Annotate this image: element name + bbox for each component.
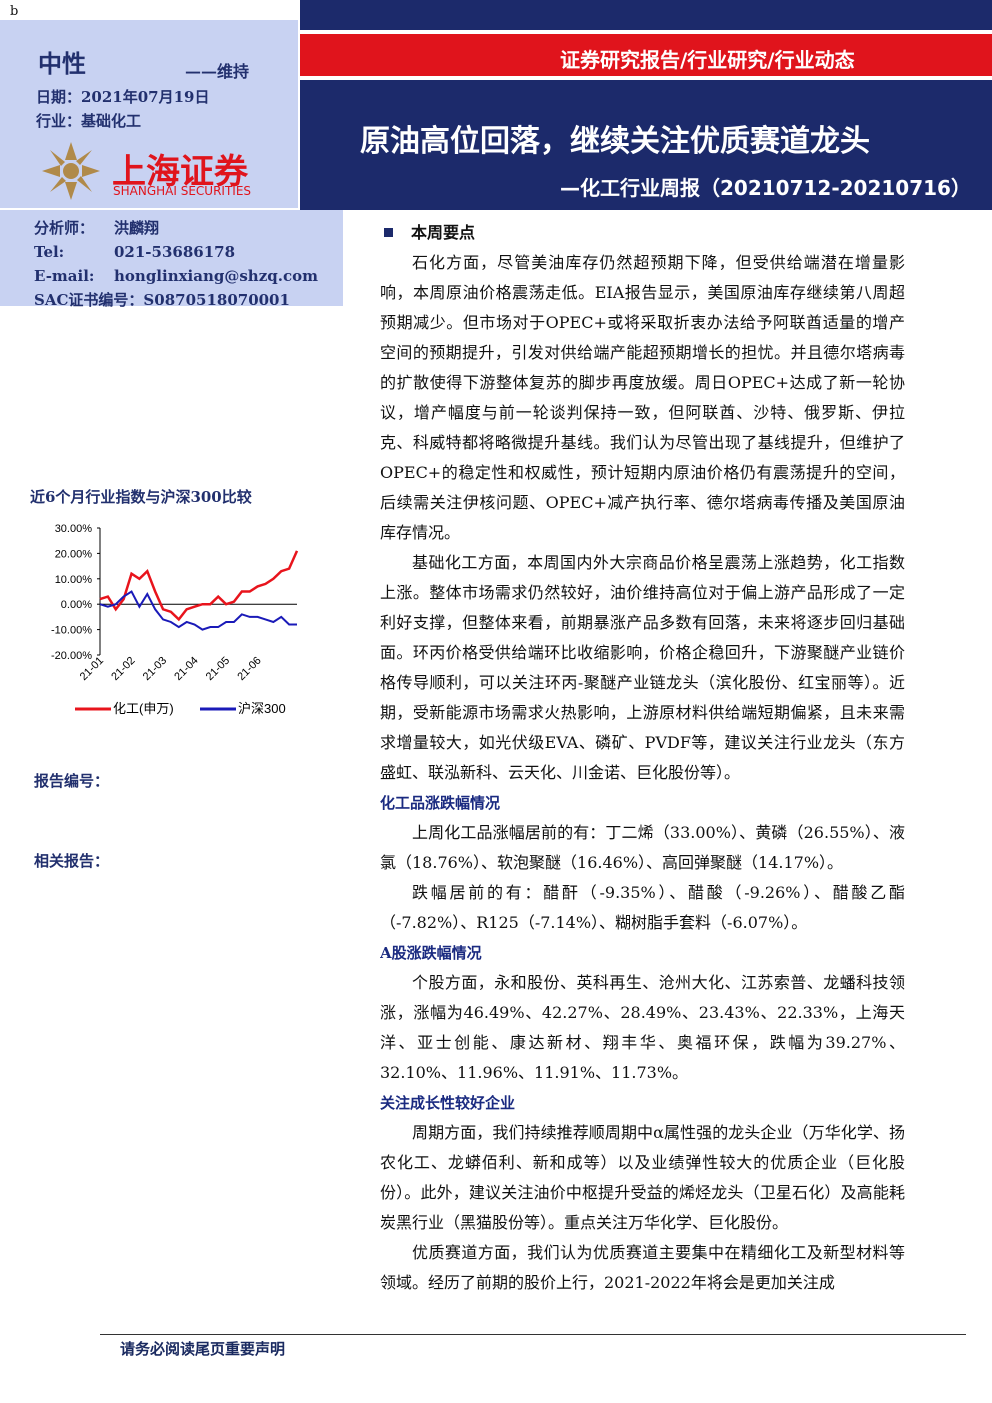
section-heading: 本周要点 [380,218,905,248]
x-tick-label: 21-05 [204,655,232,683]
sidebar-panel [0,20,298,208]
header-band [300,0,992,30]
analyst-label: E-mail: [34,267,95,285]
corner-mark: b [10,4,19,19]
analyst-value: S0870518070001 [143,291,290,309]
y-tick-label: -10.00% [51,625,92,637]
analyst-value: honglinxiang@shzq.com [114,267,318,285]
logo-cn: 上海证券 [112,152,248,192]
chart-title: 近6个月行业指数与沪深300比较 [30,488,252,506]
analyst-label: 分析师： [34,219,95,237]
logo-icon [42,142,100,200]
legend-label: 沪深300 [238,701,286,716]
rating-change: ——维持 [185,62,250,81]
analyst-row: E-mail: honglinxiang@shzq.com [34,264,318,288]
analyst-value: 021-53686178 [114,243,236,261]
paragraph: 石化方面，尽管美油库存仍然超预期下降，但受供给端潜在增量影响，本周原油价格震荡走… [380,253,905,542]
analyst-label: Tel: [34,243,65,261]
paragraph: 上周化工品涨幅居前的有：丁二烯（33.00%）、黄磷（26.55%）、液氯（18… [380,823,905,872]
paragraph: 基础化工方面，本周国内外大宗商品价格呈震荡上涨趋势，化工指数上涨。整体市场需求仍… [380,553,905,782]
x-tick-label: 21-02 [109,655,137,683]
report-subtitle: —化工行业周报（20210712-20210716） [560,176,971,200]
paragraph: 个股方面，永和股份、英科再生、沧州大化、江苏索普、龙蟠科技领涨，涨幅为46.49… [380,973,905,1082]
related-reports: 相关报告： [34,852,110,870]
analyst-info: 分析师： 洪麟翔 Tel: 021-53686178 E-mail: honglinxia… [34,216,318,312]
paragraph: 跌幅居前的有：醋酐（-9.35%）、醋酸（-9.26%）、醋酸乙酯（-7.82%… [380,883,905,932]
y-tick-label: -20.00% [51,650,92,662]
y-tick-label: 20.00% [55,548,93,560]
analyst-row: Tel: 021-53686178 [34,240,318,264]
date: 日期：2021年07月19日 [36,88,210,106]
chart: -20.00% -10.00% 0.00% 10.00% 20.00% 30.00% 21-… [51,523,299,716]
y-tick-label: 10.00% [55,574,93,586]
paragraph: 优质赛道方面，我们认为优质赛道主要集中在精细化工及新型材料等领域。经历了前期的股… [380,1243,905,1292]
report-title: 原油高位回落，继续关注优质赛道龙头 [360,124,870,159]
report-no: 报告编号： [34,772,110,790]
y-tick-label: 0.00% [61,599,92,611]
x-tick-label: 21-04 [172,655,200,683]
subheading: A股涨跌幅情况 [380,944,482,962]
subheading: 化工品涨跌幅情况 [380,794,501,812]
logo-en: SHANGHAI SECURITIES [113,184,252,198]
report-type: 证券研究报告/行业研究/行业动态 [560,48,855,72]
analyst-row: SAC证书编号：S0870518070001 [34,288,318,312]
series-line [99,590,297,631]
legend-label: 化工(申万) [113,701,174,716]
analyst-label: SAC证书编号： [34,291,144,309]
footer: 请务必阅读尾页重要声明 [120,1340,286,1358]
footer-rule [100,1334,966,1335]
analyst-row: 分析师： 洪麟翔 [34,216,318,240]
analyst-value: 洪麟翔 [114,219,160,237]
y-tick-label: 30.00% [55,523,93,535]
rating: 中性 [38,49,86,78]
analyst-panel [0,210,343,306]
series-line [99,550,299,622]
x-tick-label: 21-03 [141,655,169,683]
industry: 行业：基础化工 [36,112,142,130]
heading-text: 本周要点 [411,223,476,242]
subheading: 关注成长性较好企业 [380,1094,516,1112]
paragraph: 周期方面，我们持续推荐顺周期中α属性强的龙头企业（万华化学、扬农化工、龙蟒佰利、… [380,1123,905,1232]
header-red-band [300,34,992,76]
header-title-band [300,80,992,210]
x-tick-label: 21-06 [235,655,263,683]
body: 本周要点 石化方面，尽管美油库存仍然超预期下降，但受供给端潜在增量影响，本周原油… [380,218,905,1328]
bullet [384,228,393,237]
